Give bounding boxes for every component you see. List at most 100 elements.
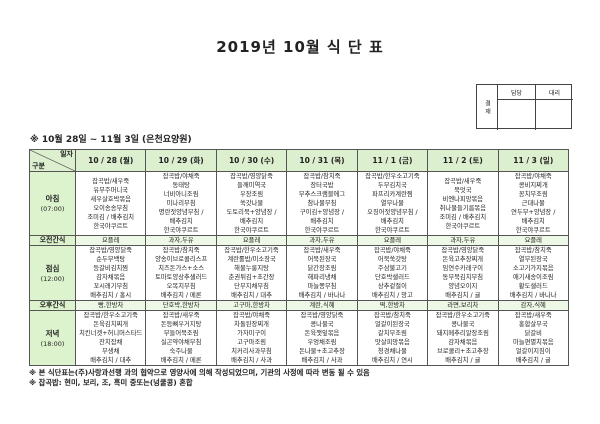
menu-item: 잡곡밥/새우죽 <box>514 312 552 319</box>
menu-item: 잡곡밥/영양닭죽 <box>441 247 485 254</box>
am-snack-row: 오전간식 요플레 과자,두유 요플레 과자,두유 요플레 과자,두유 요플레 <box>29 235 570 246</box>
menu-item: 배추김치 <box>521 218 545 225</box>
menu-item: 주삼불고기 <box>377 265 407 272</box>
date-header: 11 / 2 (토) <box>427 149 499 172</box>
lunch-row: 점심 (12:00) 잡곡밥/영양닭죽 순두부백탕 등갈비김치찜 감자채볶음 꼬시래기무침 배… <box>29 245 570 301</box>
menu-item: 배추김치 / 홍시 <box>90 292 132 299</box>
am-snack-cell: 요플레 <box>497 235 570 246</box>
date-header: 10 / 29 (화) <box>145 149 217 172</box>
menu-item: 청경채나물 <box>377 348 407 355</box>
menu-item: 닭간장조림 <box>307 265 337 272</box>
menu-item: 오징어젓양념무침 / <box>367 209 418 216</box>
corner-date-label: 일자 <box>60 150 73 158</box>
menu-item: 임연수카레구이 <box>442 265 484 272</box>
meal-time: (12:00) <box>40 274 65 283</box>
menu-item: 돈등뼈우거지탕 <box>160 321 202 328</box>
menu-item: 파프리카계란찜 <box>372 191 413 198</box>
date-header: 10 / 30 (수) <box>215 149 288 172</box>
menu-item: 두부김치국 <box>377 182 407 189</box>
menu-item: 도토리묵+양념장 / <box>226 209 277 216</box>
menu-item: 단호박샐러드 <box>375 274 410 281</box>
dinner-label-cell: 저녁 (18:00) <box>29 310 76 366</box>
menu-item: 치커리사과무침 <box>231 348 272 355</box>
menu-item: 꽁치무조림 <box>518 191 548 198</box>
menu-item: 잡곡밥/영양닭죽 <box>89 247 133 254</box>
menu-item: 배추김치 / 바나나 <box>298 292 346 299</box>
pm-snack-label-cell: 오후간식 <box>29 300 76 311</box>
menu-item: 잡곡밥/야채죽 <box>514 173 552 180</box>
menu-item: 잡곡밥/야채죽 <box>162 173 200 180</box>
am-snack-label-cell: 오전간식 <box>29 235 76 246</box>
date-header: 10 / 28 (월) <box>74 149 147 172</box>
menu-item: 잡곡밥/새우죽 <box>444 177 482 185</box>
menu-item: 장터국밥 <box>310 182 334 189</box>
menu-item: 북엇국 <box>454 186 472 194</box>
approval-sign-staff <box>497 100 535 130</box>
menu-item: 치킨너겟+허니머스타드 <box>79 330 143 337</box>
lunch-cell: 잡곡밥/영양닭죽 순두부백탕 등갈비김치찜 감자채볶음 꼬시래기무침 배추김치 / 홍시 <box>74 245 147 301</box>
menu-item: 미나리무침 <box>166 200 196 207</box>
menu-item: 우장조림 <box>239 191 264 198</box>
menu-item: 감자채볶음 <box>448 339 478 346</box>
menu-item: 한국야쿠르트 <box>375 227 410 234</box>
menu-item: 어묵쑥갓탕 <box>377 256 407 263</box>
menu-item: 유부주머니국 <box>93 186 129 194</box>
menu-item: 한국야쿠르트 <box>515 227 551 234</box>
menu-item: 갈치무조림 <box>377 330 407 337</box>
approval-sign-deputy <box>535 100 573 130</box>
approval-box: 결재 담당 대리 <box>476 84 573 130</box>
menu-item: 잡곡밥/새우죽 <box>303 247 341 254</box>
lunch-cell: 잡곡밥/영양닭죽 돈육고추장찌개 임연수카레구이 동부묵김치무침 양념오이지 배추김치 /… <box>427 245 499 301</box>
meal-label: 저녁 <box>45 328 60 338</box>
menu-item: 배추김치 / 사과 <box>231 357 272 364</box>
menu-item: 마늘쫑무침 <box>307 283 337 290</box>
menu-item: 돈육고추장찌개 <box>442 256 484 263</box>
am-snack-cell: 요플레 <box>356 235 429 246</box>
note-grain: ※ 잡곡밥: 현미, 보리, 조, 흑미 중또는(넝쿨콩) 혼합 <box>29 378 193 387</box>
menu-item: 잡곡밥/한우소고기죽 <box>435 312 490 319</box>
pm-snack-cell: 단호박,한방차 <box>145 300 217 311</box>
menu-item: 배추김치 <box>169 218 193 225</box>
pm-snack-cell: 빵,한방차 <box>74 300 147 311</box>
content-flow: 일자 구분 10 / 28 (월) 10 / 29 (화) 10 / 30 (수) 1… <box>29 149 570 388</box>
menu-item: 잡곡밥/한우소고기죽 <box>365 173 420 180</box>
menu-item: 연두부+양념장 / <box>511 209 556 216</box>
menu-item: 홍합살무국 <box>518 321 548 328</box>
menu-item: 조미김 / 배추김치 <box>439 213 487 221</box>
menu-item: 치즈돈가스+소스 <box>158 265 205 272</box>
menu-item: 부추스크램블에그 <box>298 191 346 198</box>
menu-item: 배추김치 / 메론 <box>160 292 202 299</box>
corner-category-label: 구분 <box>32 162 45 170</box>
menu-item: 콩나물국 <box>310 321 334 328</box>
lunch-cell: 잡곡밥/참치죽 열무된장국 소고기가지볶음 애기새송이조림 황도샐러드 배추김치 / 바나… <box>497 245 570 301</box>
menu-item: 감자채볶음 <box>96 274 126 281</box>
menu-item: 배추김치 / 대추 <box>90 357 132 364</box>
lunch-cell: 잡곡밥/새우죽 어묵된장국 닭간장조림 해파리냉채 마늘쫑무침 배추김치 / 바나나 <box>286 245 358 301</box>
menu-item: 부들어묵조림 <box>163 330 199 337</box>
menu-item: 얼갈이지짐이 <box>515 348 551 355</box>
menu-item: 황도샐러드 <box>518 283 548 290</box>
menu-item: 단무지채무침 <box>234 283 269 290</box>
dinner-cell: 잡곡밥/한우소고기죽 콩나물국 돼지메추리알장조림 감자채볶음 브로콜리+초고추장 배추김… <box>427 310 499 366</box>
breakfast-cell: 잡곡밥/참치죽 장터국밥 부추스크램블에그 참나물무침 구이김+양념장 / 배추김치 한국야… <box>286 171 358 236</box>
menu-item: 잡곡밥/한우소고기죽 <box>83 312 138 319</box>
breakfast-label-cell: 아침 (07:00) <box>29 171 76 236</box>
menu-item: 배추김치 / 대추 <box>231 292 272 299</box>
menu-item: 순두부백탕 <box>96 256 126 263</box>
menu-item: 해파리냉채 <box>307 274 337 281</box>
menu-item: 잡곡밥/영양닭죽 <box>300 312 344 319</box>
menu-item: 양송이브로콜리스프 <box>155 256 208 263</box>
menu-item: 오이송송무침 <box>93 204 129 212</box>
menu-item: 배추김치 / 귤 <box>515 357 551 364</box>
menu-item: 콩비지찌개 <box>518 182 548 189</box>
menu-item: 배추김치 / 메론 <box>160 357 202 364</box>
menu-item: 잡곡밥/야채죽 <box>233 312 270 319</box>
menu-item: 한국야쿠르트 <box>234 227 269 234</box>
menu-item: 잡곡밥/참치죽 <box>162 247 200 254</box>
menu-item: 배추김치 <box>310 218 334 225</box>
menu-item: 잡곡밥/야채죽 <box>373 247 411 254</box>
menu-item: 배추김치 / 연시 <box>371 357 413 364</box>
menu-item: 춘권튀김+초간장 <box>228 274 275 281</box>
am-snack-cell: 과자,두유 <box>427 235 499 246</box>
menu-item: 들깨미역국 <box>237 182 267 189</box>
